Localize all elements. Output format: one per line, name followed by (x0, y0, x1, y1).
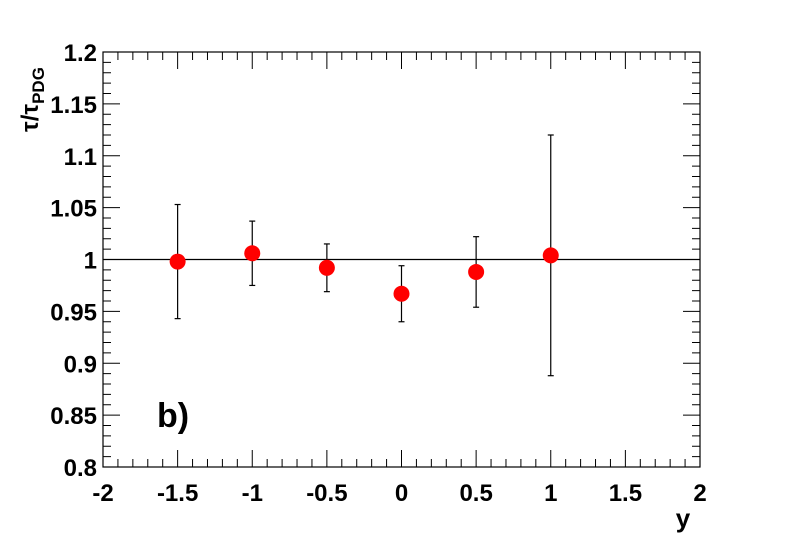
y-tick-label: 1.15 (50, 92, 97, 119)
x-tick-label: 2 (693, 480, 706, 507)
x-tick-label: 1 (544, 480, 557, 507)
y-axis-title-subscript: PDG (29, 67, 48, 104)
x-tick-label: -0.5 (306, 480, 347, 507)
data-series (169, 134, 559, 377)
y-tick-label: 1 (84, 248, 97, 275)
x-tick-label: 0.5 (459, 480, 492, 507)
x-tick-label: -1 (242, 480, 263, 507)
marker (169, 253, 186, 270)
y-tick-label: 0.95 (50, 299, 97, 326)
x-tick-labels: -2 -1.5 -1 -0.5 0 0.5 1 1.5 2 (92, 480, 706, 507)
x-tick-label: -1.5 (157, 480, 198, 507)
y-axis-title: τ/τPDG (17, 67, 48, 132)
axis-ticks (102, 51, 701, 468)
marker (393, 285, 410, 302)
data-point (244, 220, 261, 287)
marker (468, 263, 485, 280)
y-tick-labels: 0.8 0.85 0.9 0.95 1 1.05 1.1 1.15 1.2 (50, 40, 97, 482)
data-point (468, 236, 485, 308)
marker (542, 247, 559, 264)
y-tick-label: 0.85 (50, 403, 97, 430)
data-point (393, 265, 410, 323)
x-tick-label: -2 (92, 480, 113, 507)
x-tick-label: 0 (395, 480, 408, 507)
y-tick-label: 0.8 (64, 455, 97, 482)
data-point (542, 134, 559, 377)
data-point (318, 243, 335, 293)
y-tick-label: 0.9 (64, 351, 97, 378)
x-tick-label: 1.5 (609, 480, 642, 507)
svg-text:τ/τPDG: τ/τPDG (17, 67, 48, 132)
y-tick-label: 1.2 (64, 40, 97, 67)
y-tick-label: 1.05 (50, 196, 97, 223)
x-axis-title: y (676, 503, 691, 533)
y-tick-label: 1.1 (64, 144, 97, 171)
marker (244, 245, 261, 262)
data-point (169, 203, 186, 320)
panel-label: b) (157, 397, 189, 435)
y-axis-title-main: τ/τ (17, 104, 44, 132)
marker (318, 259, 335, 276)
